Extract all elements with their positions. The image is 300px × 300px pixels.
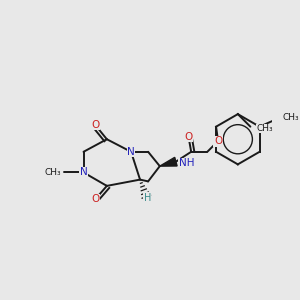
Text: O: O [91, 194, 99, 204]
Text: O: O [184, 131, 193, 142]
Text: O: O [91, 120, 99, 130]
Text: H: H [143, 193, 151, 202]
Text: CH₃: CH₃ [44, 168, 61, 177]
Polygon shape [160, 157, 177, 166]
Text: CH₃: CH₃ [283, 113, 299, 122]
Text: N: N [80, 167, 87, 177]
Text: CH₃: CH₃ [257, 124, 273, 133]
Text: NH: NH [178, 158, 194, 169]
Text: O: O [214, 136, 222, 146]
Text: N: N [127, 147, 135, 157]
